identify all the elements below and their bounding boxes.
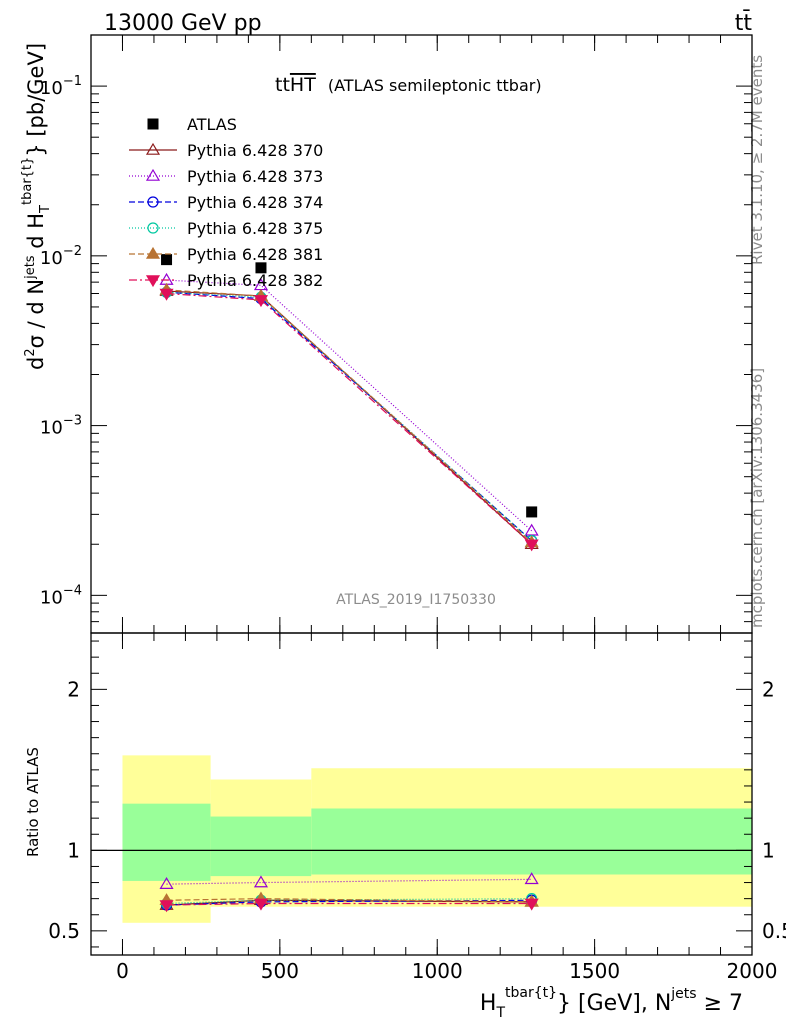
series-5-point-2 bbox=[524, 539, 539, 552]
series-1-point-2 bbox=[524, 523, 539, 536]
main-ytick-label-2: 10−3 bbox=[40, 414, 82, 439]
process-label: tt̄ bbox=[735, 10, 753, 36]
ratio-ytick-label-right-1: 1 bbox=[762, 838, 775, 862]
main-ytick-label-0: 10−1 bbox=[40, 74, 82, 99]
title-main: tt bbox=[275, 74, 290, 96]
main-ytick-label-1: 10−2 bbox=[40, 244, 82, 269]
ratio-ylabel: Ratio to ATLAS bbox=[24, 747, 42, 857]
legend-marker-5 bbox=[145, 275, 161, 288]
legend-marker-3 bbox=[147, 222, 159, 234]
ratio-line-5 bbox=[166, 902, 532, 906]
title-sub: (ATLAS semileptonic ttbar) bbox=[328, 76, 542, 95]
legend-label-atlas: ATLAS bbox=[187, 115, 237, 134]
legend-entry-4: Pythia 6.428 381 bbox=[129, 245, 323, 264]
ratio-1-point-0 bbox=[159, 876, 174, 889]
ratio-ticks: 0.5 0.5 1 1 2 2 0 500 1000 1500 2000 bbox=[48, 633, 786, 983]
series-line-4 bbox=[166, 289, 533, 543]
ratio-ytick-label-left-2: 2 bbox=[67, 677, 80, 701]
x-tick-label-1: 500 bbox=[261, 959, 299, 983]
main-panel: 10−1 10−2 10−3 10−4 ttHT (ATLAS semileptoni… bbox=[20, 34, 753, 634]
main-ticks: 10−1 10−2 10−3 10−4 bbox=[40, 34, 753, 634]
ratio-5-point-1 bbox=[253, 898, 269, 911]
ratio-panel: 0.5 0.5 1 1 2 2 0 500 1000 1500 2000 Ratio to ATLA… bbox=[24, 632, 786, 1021]
ratio-1-point-2 bbox=[524, 872, 539, 885]
series-5-point-0 bbox=[159, 288, 174, 301]
main-marks bbox=[159, 254, 539, 552]
energy-label: 13000 GeV pp bbox=[104, 11, 262, 36]
atlas-point-0 bbox=[161, 254, 173, 266]
title-overline: HT bbox=[290, 74, 316, 96]
band-green-1 bbox=[210, 816, 312, 877]
legend: ATLAS Pythia 6.428 370 Pythia 6.428 373 Pyt… bbox=[129, 115, 323, 290]
legend-marker-2 bbox=[147, 196, 159, 208]
legend-entry-atlas: ATLAS bbox=[147, 115, 237, 134]
legend-entry-2: Pythia 6.428 374 bbox=[129, 193, 323, 212]
ratio-ytick-label-left-1: 1 bbox=[67, 838, 80, 862]
legend-entry-1: Pythia 6.428 373 bbox=[129, 167, 323, 186]
ratio-bands bbox=[91, 755, 752, 923]
main-ylabel: d2σ / d Njets d HTtbar{t}} [pb/GeV] bbox=[20, 43, 53, 370]
main-ytick-label-3: 10−4 bbox=[40, 583, 82, 608]
band-green-0 bbox=[122, 803, 211, 881]
ratio-5-point-0 bbox=[159, 900, 174, 913]
x-axis-label: HTtbar{t}} [GeV], Njets ≥ 7 bbox=[480, 985, 743, 1021]
ratio-marks bbox=[159, 872, 539, 913]
plot-title: ttHT (ATLAS semileptonic ttbar) bbox=[275, 74, 542, 96]
legend-marker-4 bbox=[145, 246, 161, 259]
x-tick-label-3: 1500 bbox=[569, 959, 620, 983]
ratio-frame bbox=[90, 632, 753, 956]
legend-entry-5: Pythia 6.428 382 bbox=[129, 271, 323, 290]
x-tick-label-2: 1000 bbox=[412, 959, 463, 983]
series-line-3 bbox=[166, 291, 533, 542]
series-5-point-1 bbox=[253, 295, 269, 308]
legend-marker-0 bbox=[145, 142, 161, 155]
legend-entry-3: Pythia 6.428 375 bbox=[129, 219, 323, 238]
analysis-label: ATLAS_2019_I1750330 bbox=[336, 592, 496, 608]
legend-label-1: Pythia 6.428 373 bbox=[187, 167, 323, 186]
x-tick-label-0: 0 bbox=[116, 959, 129, 983]
legend-entry-0: Pythia 6.428 370 bbox=[129, 141, 323, 160]
ratio-5-point-2 bbox=[524, 898, 539, 911]
ratio-ytick-label-right-0: 0.5 bbox=[762, 919, 786, 943]
legend-marker-1 bbox=[145, 168, 161, 181]
legend-label-2: Pythia 6.428 374 bbox=[187, 193, 323, 212]
legend-label-3: Pythia 6.428 375 bbox=[187, 219, 323, 238]
ratio-ytick-label-right-2: 2 bbox=[762, 677, 775, 701]
x-tick-label-4: 2000 bbox=[727, 959, 778, 983]
legend-label-0: Pythia 6.428 370 bbox=[187, 141, 323, 160]
legend-label-4: Pythia 6.428 381 bbox=[187, 245, 323, 264]
series-line-2 bbox=[166, 291, 533, 542]
band-green-2 bbox=[311, 808, 752, 875]
legend-marker-atlas bbox=[147, 118, 159, 130]
series-line-5 bbox=[166, 292, 533, 545]
atlas-point-1 bbox=[255, 262, 267, 274]
atlas-point-2 bbox=[526, 506, 538, 518]
legend-label-5: Pythia 6.428 382 bbox=[187, 271, 323, 290]
ratio-1-point-1 bbox=[253, 875, 269, 888]
series-line-0 bbox=[166, 290, 533, 545]
ratio-ytick-label-left-0: 0.5 bbox=[48, 919, 80, 943]
mcplots-label: mcplots.cern.ch [arXiv:1306.3436] bbox=[748, 368, 766, 628]
